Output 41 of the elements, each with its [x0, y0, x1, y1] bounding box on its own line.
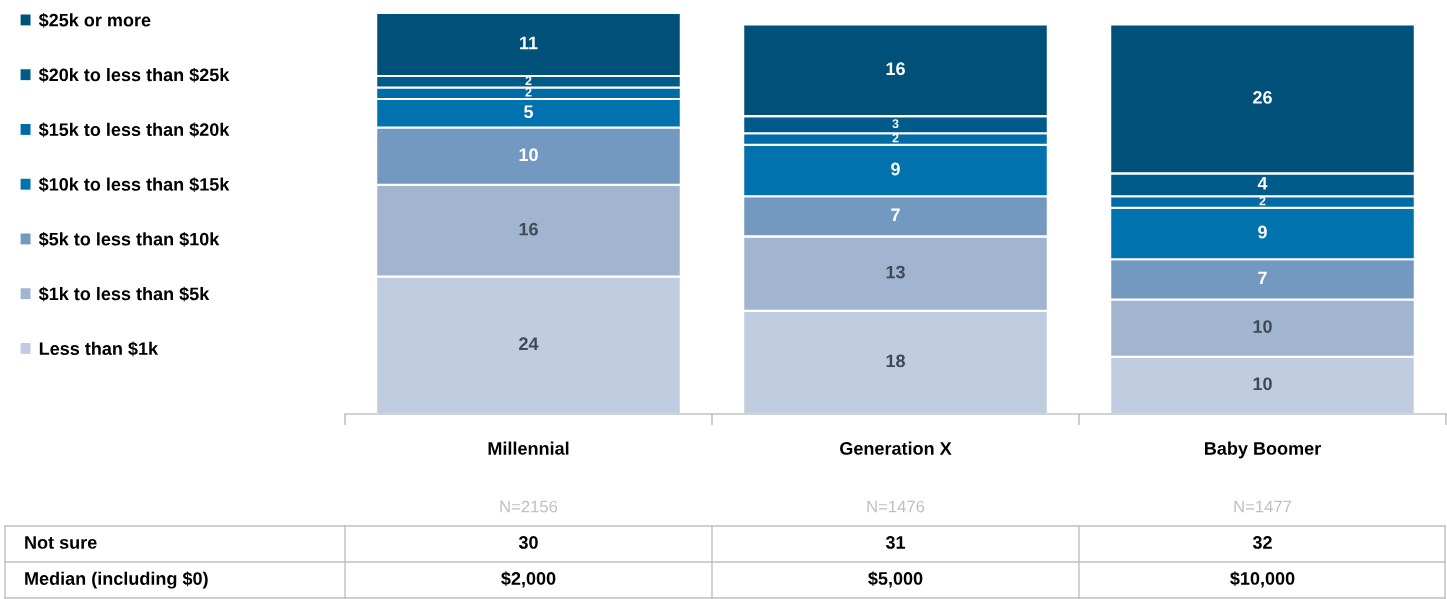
- text: 30: [518, 536, 538, 549]
- data-label: 2: [1259, 196, 1266, 206]
- data-label: 3: [892, 119, 899, 129]
- data-label: 24: [519, 337, 539, 350]
- text: $10,000: [1230, 571, 1295, 588]
- legend-label: $20k to less than $25k: [38, 67, 230, 83]
- x-tick-label: Millennial: [488, 441, 569, 455]
- data-label: 10: [1253, 377, 1272, 391]
- data-label: 11: [520, 36, 538, 50]
- data-label: 10: [519, 148, 538, 162]
- data-label: 2: [892, 133, 899, 143]
- data-label: 26: [1253, 90, 1272, 104]
- data-label: 16: [886, 62, 905, 76]
- text: 32: [1252, 536, 1272, 549]
- x-tick-label: Baby Boomer: [1205, 441, 1321, 459]
- data-label: 2: [525, 87, 532, 97]
- text: Median (including $0): [25, 571, 208, 589]
- legend-label: $5k to less than $10k: [38, 231, 220, 247]
- text: N=1476: [867, 500, 925, 513]
- text: $5,000: [868, 571, 923, 588]
- data-label: 9: [891, 162, 900, 176]
- text: Not sure: [25, 536, 97, 549]
- legend-label: $10k to less than $15k: [38, 177, 230, 192]
- data-label: 5: [524, 105, 534, 119]
- data-label: 16: [519, 222, 538, 236]
- data-label: 4: [1257, 177, 1268, 190]
- data-label: 10: [1253, 320, 1272, 333]
- legend-label: $1k to less than $5k: [38, 286, 210, 302]
- text: N=2156: [500, 500, 558, 513]
- legend-label: $15k to less than $20k: [38, 122, 230, 138]
- text: N=1477: [1234, 500, 1292, 513]
- data-label: 7: [891, 208, 900, 222]
- text: $2,000: [501, 571, 556, 588]
- data-label: 9: [1258, 225, 1267, 239]
- text: 31: [885, 536, 906, 549]
- data-label: 18: [886, 354, 905, 368]
- data-label: 13: [886, 265, 905, 279]
- legend-label: Less than $1k: [39, 341, 159, 357]
- legend-label: $25k or more: [38, 12, 151, 28]
- data-label: 7: [1258, 271, 1267, 285]
- x-tick-label: Generation X: [840, 441, 952, 455]
